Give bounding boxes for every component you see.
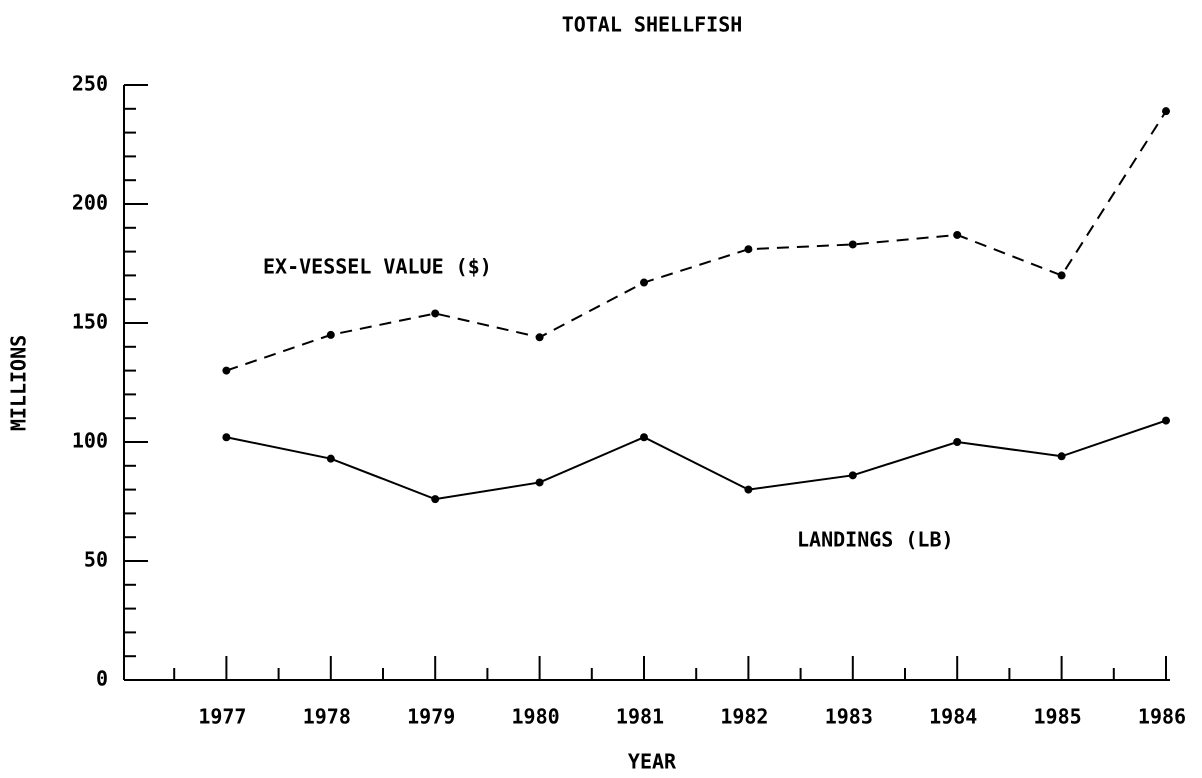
x-tick-label: 1982 (720, 705, 768, 729)
data-point (640, 433, 648, 442)
data-point (1057, 271, 1066, 280)
y-tick-label: 150 (72, 310, 108, 334)
series-label: LANDINGS (LB) (797, 528, 954, 552)
data-point (744, 485, 753, 494)
data-point (1162, 107, 1170, 116)
series-line (226, 419, 1167, 501)
data-point (326, 454, 335, 463)
data-point (535, 333, 544, 342)
x-tick-label: 1984 (929, 705, 977, 729)
series-line (226, 110, 1167, 372)
data-point (848, 240, 857, 249)
x-tick-label: 1981 (616, 705, 664, 729)
y-tick-label: 50 (84, 548, 108, 572)
x-tick-label: 1977 (198, 705, 246, 729)
data-point (640, 278, 648, 287)
data-point (326, 330, 335, 339)
series-label: EX-VESSEL VALUE ($) (263, 255, 492, 279)
x-axis-label: YEAR (628, 750, 677, 774)
x-tick-label: 1986 (1138, 705, 1186, 729)
chart-title: TOTAL SHELLFISH (562, 13, 743, 37)
data-point (1057, 452, 1066, 461)
x-tick-label: 1980 (512, 705, 560, 729)
x-tick-label: 1979 (407, 705, 455, 729)
x-tick-label: 1983 (825, 705, 873, 729)
data-point (1162, 416, 1170, 425)
data-point (953, 438, 962, 446)
data-point (431, 309, 440, 318)
data-point (222, 366, 231, 375)
data-point (744, 245, 753, 254)
data-point (222, 433, 231, 442)
y-tick-label: 250 (72, 72, 108, 96)
data-point (953, 230, 962, 239)
data-point (535, 478, 544, 487)
y-tick-label: 200 (72, 191, 108, 215)
data-point (848, 471, 857, 480)
x-tick-label: 1985 (1034, 705, 1082, 729)
x-tick-label: 1978 (303, 705, 351, 729)
y-tick-label: 0 (96, 667, 108, 691)
y-axis-label: MILLIONS (7, 335, 31, 431)
y-tick-label: 100 (72, 429, 108, 453)
data-point (431, 495, 440, 504)
